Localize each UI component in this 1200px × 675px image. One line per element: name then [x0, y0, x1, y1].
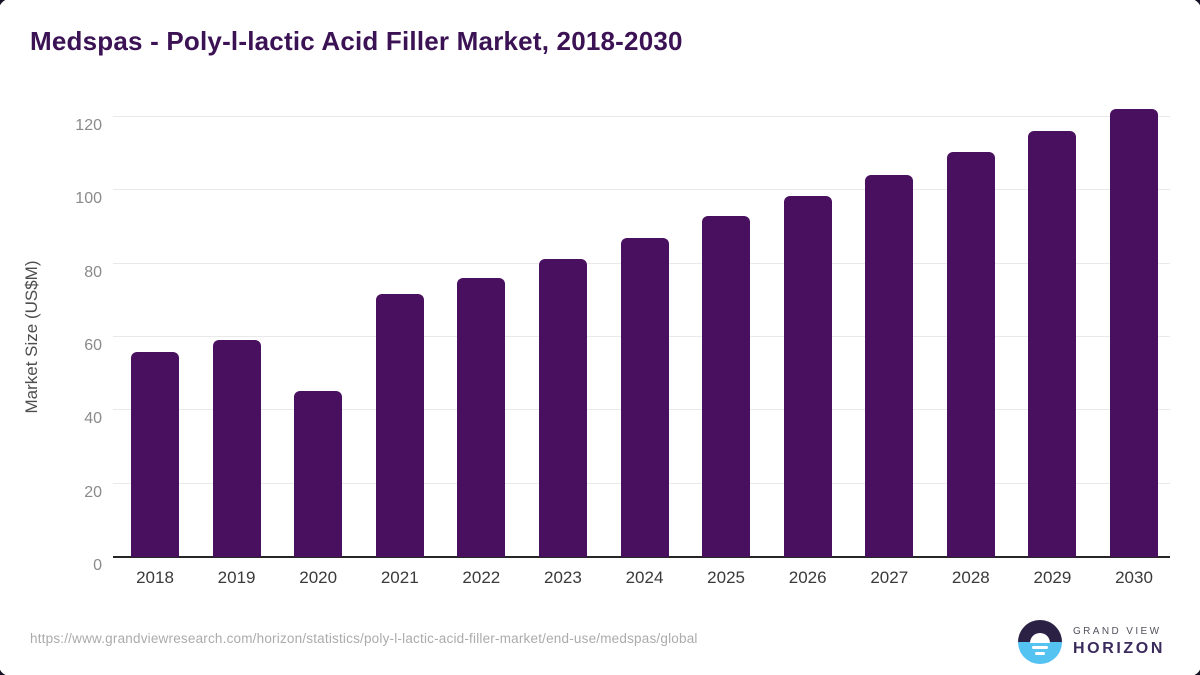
x-tick-label-2028: 2028	[951, 568, 990, 587]
bar-2020	[294, 390, 343, 557]
x-tick-label-2027: 2027	[870, 568, 909, 587]
bar-2029	[1028, 131, 1077, 557]
frame-corner-top-right	[1186, 0, 1200, 14]
bar-2026	[783, 196, 832, 557]
bar-2030	[1110, 108, 1158, 557]
gridline-100	[113, 189, 1170, 191]
y-tick-label-60: 60	[84, 337, 102, 354]
gridline-120	[113, 116, 1170, 117]
x-tick-label-2022: 2022	[462, 568, 501, 587]
y-tick-label-40: 40	[84, 410, 102, 428]
y-tick-label-80: 80	[84, 263, 102, 281]
bar-2018	[131, 352, 179, 557]
y-tick-label-120: 120	[75, 117, 102, 134]
x-tick-label-2025: 2025	[707, 568, 745, 587]
y-tick-label-100: 100	[75, 190, 102, 208]
horizon-sun-icon	[1018, 620, 1062, 664]
bar-chart: 0 20 40 60 80 100 120 2018 2019 2020 2021 2022 2023 2…	[75, 108, 1170, 587]
logo-line-grand-view: GRAND VIEW	[1073, 626, 1162, 637]
x-tick-label-2018: 2018	[136, 568, 174, 587]
source-url: https://www.grandviewresearch.com/horizo…	[30, 631, 698, 646]
frame-corner-top-left	[0, 0, 14, 14]
frame-corner-bottom-right	[1186, 661, 1200, 675]
logo-line-horizon: HORIZON	[1073, 640, 1165, 657]
y-tick-label-0: 0	[93, 557, 102, 574]
bar-2023	[538, 258, 587, 557]
x-tick-label-2030: 2030	[1115, 568, 1153, 587]
bar-2022	[457, 277, 506, 557]
y-axis-title: Market Size (US$M)	[22, 260, 41, 414]
logo-text: GRAND VIEW HORIZON	[1073, 626, 1165, 658]
bar-2021	[375, 293, 424, 557]
x-tick-label-2026: 2026	[788, 568, 827, 587]
x-tick-label-2023: 2023	[543, 568, 582, 587]
frame-corner-bottom-left	[0, 661, 14, 675]
x-axis-line	[113, 556, 1170, 558]
bar-2028	[946, 152, 995, 557]
x-tick-label-2029: 2029	[1033, 568, 1072, 587]
chart-title: Medspas - Poly-l-lactic Acid Filler Mark…	[30, 26, 683, 56]
x-tick-label-2020: 2020	[299, 568, 338, 587]
bar-2019	[212, 339, 261, 557]
bar-2027	[865, 174, 914, 557]
bar-2025	[702, 216, 751, 557]
grand-view-horizon-logo: GRAND VIEW HORIZON	[1018, 620, 1165, 664]
x-tick-label-2019: 2019	[217, 568, 256, 587]
x-tick-label-2021: 2021	[380, 568, 419, 587]
x-tick-label-2024: 2024	[625, 568, 664, 587]
bar-2024	[620, 237, 669, 557]
y-tick-label-20: 20	[84, 483, 102, 501]
